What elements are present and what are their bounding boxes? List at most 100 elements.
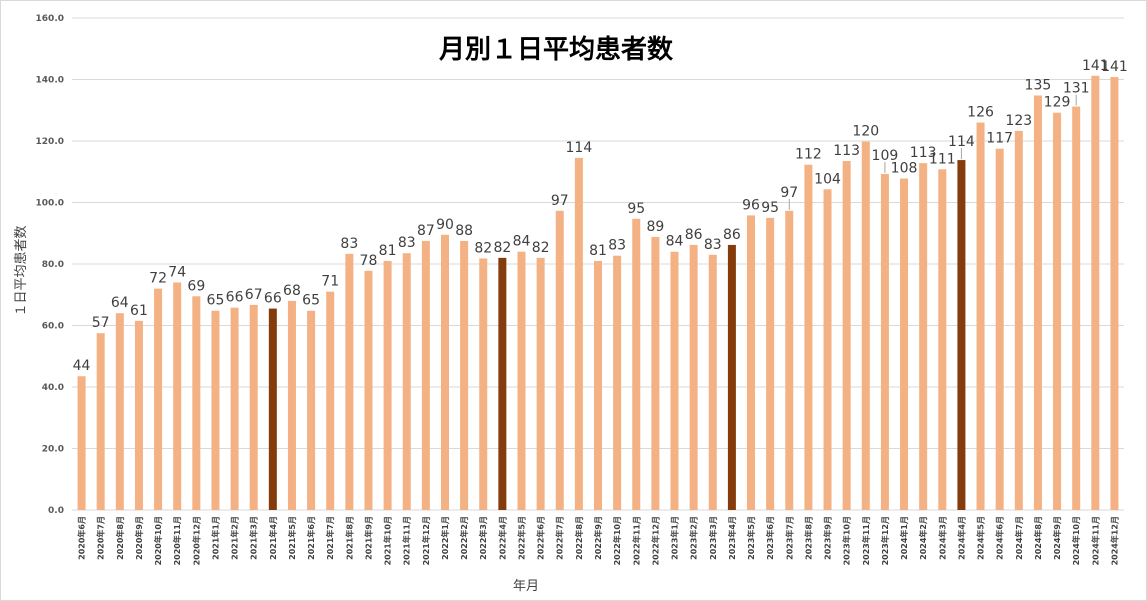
chart-title: 月別１日平均患者数 [438, 35, 674, 65]
x-tick-label: 2022年6月 [536, 516, 546, 560]
bar [326, 291, 335, 510]
bar [287, 300, 296, 510]
y-tick-label: 120.0 [36, 137, 64, 147]
x-tick-label: 2021年12月 [421, 516, 431, 565]
x-tick-label: 2022年7月 [555, 516, 565, 560]
data-label: 114 [566, 140, 593, 156]
bar [536, 257, 545, 510]
bar [364, 270, 373, 510]
bar [402, 253, 411, 511]
data-label: 44 [73, 358, 91, 374]
x-tick-label: 2021年3月 [249, 516, 259, 560]
bar [919, 163, 928, 510]
x-axis-ticks: 2020年6月 2020年7月 2020年8月 2020年9月 2020年10月 2020… [77, 516, 1120, 565]
x-tick-label: 2020年8月 [115, 516, 125, 560]
data-label: 83 [704, 237, 722, 253]
bar [555, 210, 564, 511]
x-tick-label: 2023年3月 [708, 516, 718, 560]
x-tick-label: 2024年1月 [899, 516, 909, 560]
bar [249, 304, 258, 510]
x-tick-label: 2020年7月 [96, 516, 106, 560]
x-tick-label: 2022年3月 [478, 516, 488, 560]
bar [192, 296, 201, 510]
data-label: 108 [891, 161, 918, 177]
bar [77, 376, 86, 510]
bar [383, 260, 392, 510]
x-tick-label: 2022年4月 [497, 516, 507, 560]
bars [77, 75, 1119, 511]
data-label: 65 [207, 293, 225, 309]
data-label: 95 [761, 200, 779, 216]
y-tick-label: 100.0 [36, 199, 64, 209]
x-tick-label: 2024年4月 [956, 516, 966, 560]
x-tick-label: 2022年2月 [459, 516, 469, 560]
bar [230, 307, 239, 510]
x-tick-label: 2024年5月 [976, 516, 986, 560]
bar [727, 244, 736, 510]
bar [345, 253, 354, 511]
data-label: 111 [929, 151, 956, 167]
x-tick-label: 2021年11月 [402, 516, 412, 565]
x-tick-label: 2023年11月 [861, 516, 871, 565]
y-tick-label: 20.0 [42, 445, 64, 455]
x-tick-label: 2020年9月 [134, 516, 144, 560]
x-tick-label: 2021年10月 [383, 516, 393, 565]
bar [880, 173, 889, 510]
x-tick-label: 2023年6月 [765, 516, 775, 560]
bar [211, 310, 220, 510]
x-axis-title: 年月 [513, 579, 539, 594]
data-label: 141 [1101, 59, 1128, 75]
bar [498, 257, 507, 510]
bar [115, 313, 124, 510]
y-tick-label: 60.0 [42, 322, 64, 332]
bar [517, 251, 526, 510]
bar [670, 251, 679, 510]
x-tick-label: 2024年11月 [1090, 516, 1100, 565]
x-tick-label: 2020年11月 [172, 516, 182, 565]
x-tick-label: 2023年2月 [689, 516, 699, 560]
x-tick-label: 2024年3月 [937, 516, 947, 560]
data-label: 135 [1025, 77, 1052, 93]
x-tick-label: 2022年5月 [516, 516, 526, 560]
x-tick-label: 2023年4月 [727, 516, 737, 560]
bar [957, 160, 966, 510]
data-label: 87 [417, 223, 435, 239]
x-tick-label: 2021年2月 [230, 516, 240, 560]
data-label: 96 [742, 197, 760, 213]
data-label: 82 [474, 240, 492, 256]
data-label: 71 [321, 274, 339, 290]
data-label: 113 [833, 143, 860, 159]
data-label: 65 [302, 293, 320, 309]
bar [96, 333, 105, 510]
data-label: 97 [551, 193, 569, 209]
bar [651, 236, 660, 510]
bar [823, 189, 832, 510]
x-tick-label: 2024年2月 [918, 516, 928, 560]
x-tick-label: 2022年9月 [593, 516, 603, 560]
data-label: 84 [513, 234, 531, 250]
x-tick-label: 2023年9月 [823, 516, 833, 560]
y-tick-label: 40.0 [42, 383, 64, 393]
x-tick-label: 2022年11月 [631, 516, 641, 565]
bar [421, 240, 430, 510]
y-tick-label: 160.0 [36, 14, 64, 24]
x-tick-label: 2023年12月 [880, 516, 890, 565]
data-label: 90 [436, 217, 454, 233]
bar [747, 215, 756, 511]
data-label: 88 [455, 223, 473, 239]
bar [307, 310, 316, 510]
x-tick-label: 2021年4月 [268, 516, 278, 560]
data-label: 83 [340, 236, 358, 252]
leader-lines [788, 94, 1077, 210]
x-tick-label: 2021年6月 [306, 516, 316, 560]
x-tick-label: 2021年1月 [210, 516, 220, 560]
bar [154, 288, 163, 510]
bar [689, 244, 698, 510]
x-tick-label: 2021年9月 [363, 516, 373, 560]
bar [574, 157, 583, 510]
gridlines [72, 17, 1124, 511]
data-label: 69 [187, 278, 205, 294]
